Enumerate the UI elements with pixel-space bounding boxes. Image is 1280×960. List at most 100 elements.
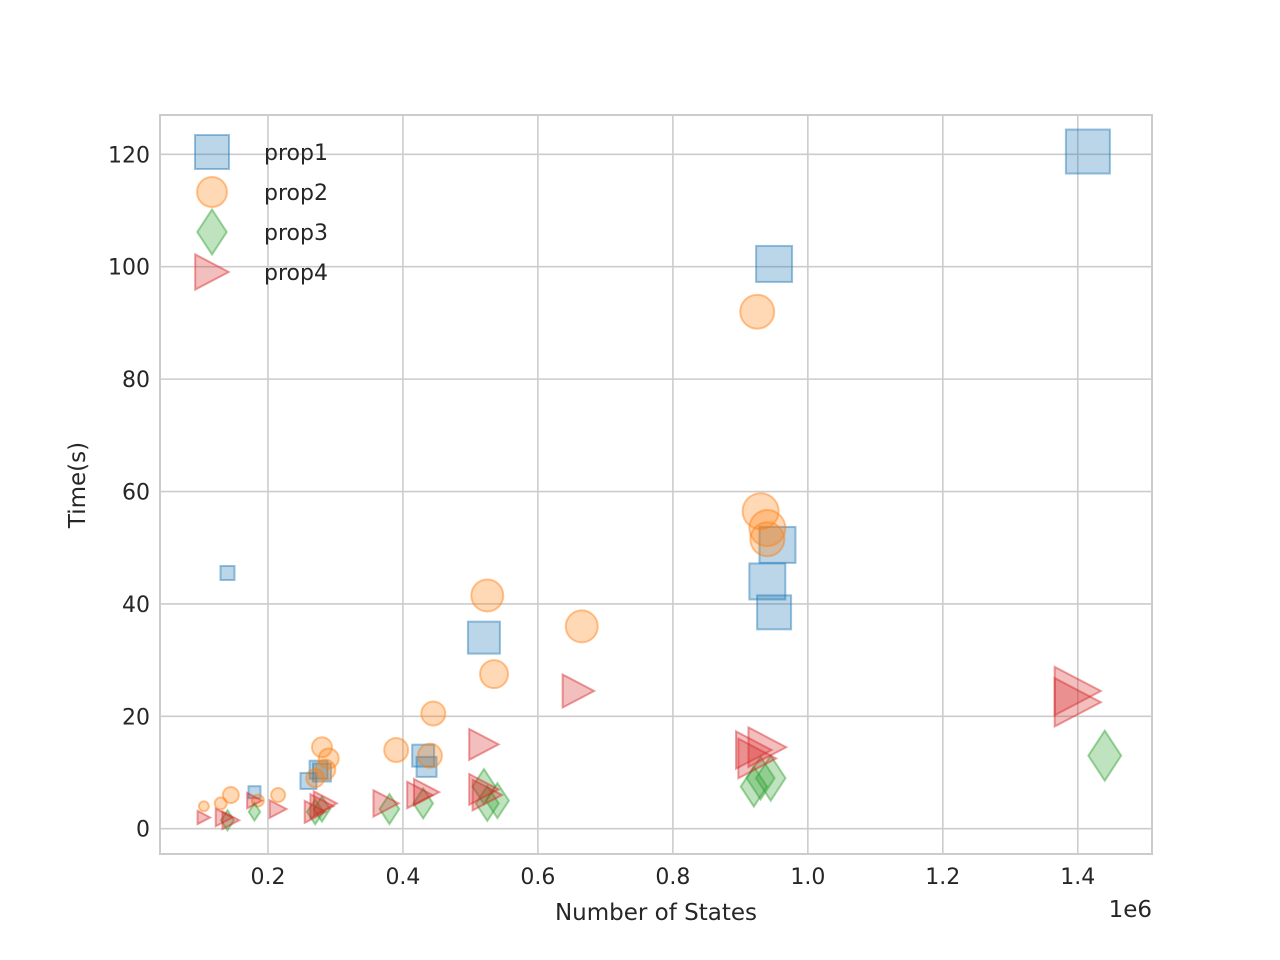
prop4-point bbox=[735, 729, 774, 771]
prop2-point bbox=[748, 509, 787, 548]
prop3-point bbox=[754, 753, 787, 803]
prop3-point bbox=[312, 794, 332, 824]
prop2-point bbox=[383, 737, 410, 764]
prop3-point bbox=[1087, 728, 1123, 783]
prop2-point bbox=[479, 659, 510, 690]
prop2-point bbox=[470, 578, 505, 613]
prop4-point bbox=[406, 780, 435, 810]
series-prop1 bbox=[219, 128, 1111, 800]
prop2-point bbox=[314, 758, 337, 781]
prop4-point bbox=[468, 727, 501, 762]
prop4-point bbox=[561, 672, 597, 710]
y-tick-label: 80 bbox=[122, 368, 150, 393]
prop4-point bbox=[309, 792, 336, 820]
prop4-point bbox=[737, 737, 779, 780]
prop4-point bbox=[372, 788, 401, 819]
prop2-point bbox=[197, 800, 210, 813]
prop2-point bbox=[416, 742, 443, 769]
y-tick-label: 40 bbox=[122, 593, 150, 618]
grid bbox=[160, 115, 1152, 854]
legend-marker-prop1 bbox=[194, 134, 230, 170]
prop3-point bbox=[378, 792, 401, 826]
x-tick-label: 0.6 bbox=[520, 865, 555, 890]
prop1-point bbox=[308, 759, 329, 780]
prop3-point bbox=[471, 767, 497, 806]
x-tick-label: 1.2 bbox=[925, 865, 960, 890]
prop1-point bbox=[758, 525, 797, 564]
prop2-point bbox=[564, 609, 599, 644]
prop2-point bbox=[270, 786, 287, 803]
data-points bbox=[196, 128, 1123, 833]
prop1-point bbox=[247, 785, 262, 800]
legend-label-prop1: prop1 bbox=[264, 141, 328, 166]
series-prop3 bbox=[219, 728, 1123, 833]
prop3-point bbox=[305, 797, 325, 827]
series-prop4 bbox=[196, 665, 1104, 831]
prop2-point bbox=[739, 293, 776, 330]
prop1-point bbox=[415, 755, 438, 778]
prop3-point bbox=[412, 786, 435, 821]
prop2-point bbox=[317, 747, 340, 770]
prop4-point bbox=[1053, 665, 1104, 717]
y-tick-label: 0 bbox=[136, 818, 150, 843]
prop4-point bbox=[747, 725, 789, 769]
series-prop2 bbox=[197, 293, 787, 813]
legend-marker-prop2 bbox=[196, 176, 228, 208]
legend-marker-prop4 bbox=[194, 252, 231, 292]
prop2-point bbox=[305, 768, 326, 789]
prop3-point bbox=[219, 808, 236, 833]
legend: prop1 prop2 prop3 prop4 bbox=[194, 134, 328, 292]
prop1-point bbox=[755, 244, 794, 283]
prop1-point bbox=[411, 743, 436, 768]
x-axis-label: Number of States bbox=[555, 900, 757, 926]
prop4-point bbox=[268, 798, 289, 820]
prop1-point bbox=[748, 562, 787, 601]
prop1-point bbox=[466, 620, 501, 655]
prop2-point bbox=[741, 492, 780, 531]
x-tick-label: 1.0 bbox=[790, 865, 825, 890]
prop2-point bbox=[420, 700, 447, 727]
y-tick-label: 100 bbox=[108, 256, 150, 281]
tick-labels: 0.2 0.4 0.6 0.8 1.0 1.2 1.4 0 20 40 60 80 100 120 bbox=[108, 143, 1095, 890]
legend-item-prop3: prop3 bbox=[196, 207, 328, 257]
prop4-point bbox=[412, 777, 442, 808]
prop1-point bbox=[219, 565, 236, 582]
prop4-point bbox=[196, 809, 213, 826]
prop4-point bbox=[221, 809, 242, 831]
x-tick-label: 1.4 bbox=[1060, 865, 1095, 890]
prop1-point bbox=[299, 771, 318, 790]
prop1-point bbox=[756, 594, 793, 631]
prop4-point bbox=[471, 777, 505, 813]
legend-label-prop4: prop4 bbox=[264, 261, 328, 286]
legend-label-prop3: prop3 bbox=[264, 221, 328, 246]
prop1-point bbox=[1064, 128, 1111, 175]
x-axis-offset-text: 1e6 bbox=[1109, 897, 1152, 923]
prop3-point bbox=[484, 781, 511, 820]
prop4-point bbox=[468, 772, 501, 807]
plot-frame bbox=[159, 114, 1153, 855]
x-tick-label: 0.4 bbox=[385, 865, 420, 890]
legend-item-prop2: prop2 bbox=[196, 176, 328, 208]
x-tick-label: 0.8 bbox=[655, 865, 690, 890]
prop4-point bbox=[312, 789, 340, 818]
prop3-point bbox=[739, 764, 769, 809]
y-tick-label: 60 bbox=[122, 481, 150, 506]
prop4-point bbox=[1053, 676, 1104, 729]
legend-label-prop2: prop2 bbox=[264, 181, 328, 206]
y-tick-label: 120 bbox=[108, 143, 150, 168]
prop4-point bbox=[246, 791, 264, 810]
y-tick-label: 20 bbox=[122, 705, 150, 730]
legend-item-prop4: prop4 bbox=[194, 252, 328, 292]
prop4-point bbox=[303, 799, 328, 825]
prop3-point bbox=[247, 801, 262, 823]
prop1-point bbox=[311, 762, 332, 783]
x-tick-label: 0.2 bbox=[250, 865, 285, 890]
prop2-point bbox=[213, 796, 228, 811]
prop2-point bbox=[749, 521, 786, 558]
prop2-point bbox=[310, 736, 333, 759]
legend-marker-prop3 bbox=[196, 207, 228, 257]
legend-item-prop1: prop1 bbox=[194, 134, 328, 170]
prop4-point bbox=[214, 807, 235, 828]
